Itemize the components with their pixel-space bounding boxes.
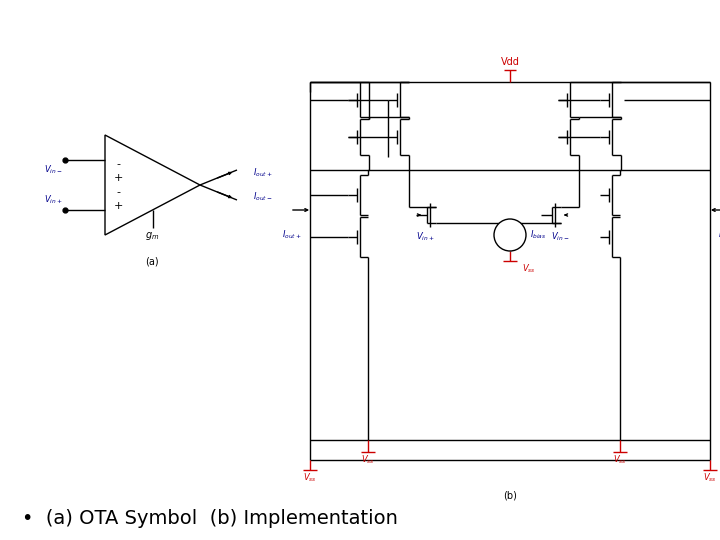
Text: $V_{ss}$: $V_{ss}$: [613, 454, 627, 466]
Text: $V_{in+}$: $V_{in+}$: [45, 194, 63, 206]
Text: Vdd: Vdd: [500, 57, 519, 67]
Text: $I_{out-}$: $I_{out-}$: [253, 191, 272, 203]
Text: -: -: [116, 159, 120, 169]
Text: +: +: [113, 173, 122, 183]
Text: $I_{bias}$: $I_{bias}$: [530, 229, 546, 241]
Polygon shape: [105, 135, 200, 235]
Text: $I_{out+}$: $I_{out+}$: [282, 229, 302, 241]
Text: +: +: [113, 201, 122, 211]
Text: $g_m$: $g_m$: [145, 230, 160, 242]
Text: (b): (b): [503, 490, 517, 500]
Text: (a): (a): [145, 257, 159, 267]
Text: $V_{ss}$: $V_{ss}$: [361, 454, 375, 466]
Text: $V_{ss}$: $V_{ss}$: [303, 472, 317, 484]
Text: $I_{out+}$: $I_{out+}$: [253, 167, 273, 179]
Text: $V_{in+}$: $V_{in+}$: [415, 231, 434, 243]
Text: -: -: [116, 187, 120, 197]
Text: $V_{ss}$: $V_{ss}$: [703, 472, 717, 484]
Circle shape: [494, 219, 526, 251]
Text: $I_{out-}$: $I_{out-}$: [718, 229, 720, 241]
Text: $V_{in-}$: $V_{in-}$: [45, 164, 63, 176]
Text: $V_{ss}$: $V_{ss}$: [522, 263, 536, 275]
Text: •  (a) OTA Symbol  (b) Implementation: • (a) OTA Symbol (b) Implementation: [22, 509, 398, 528]
Text: $V_{in-}$: $V_{in-}$: [551, 231, 570, 243]
